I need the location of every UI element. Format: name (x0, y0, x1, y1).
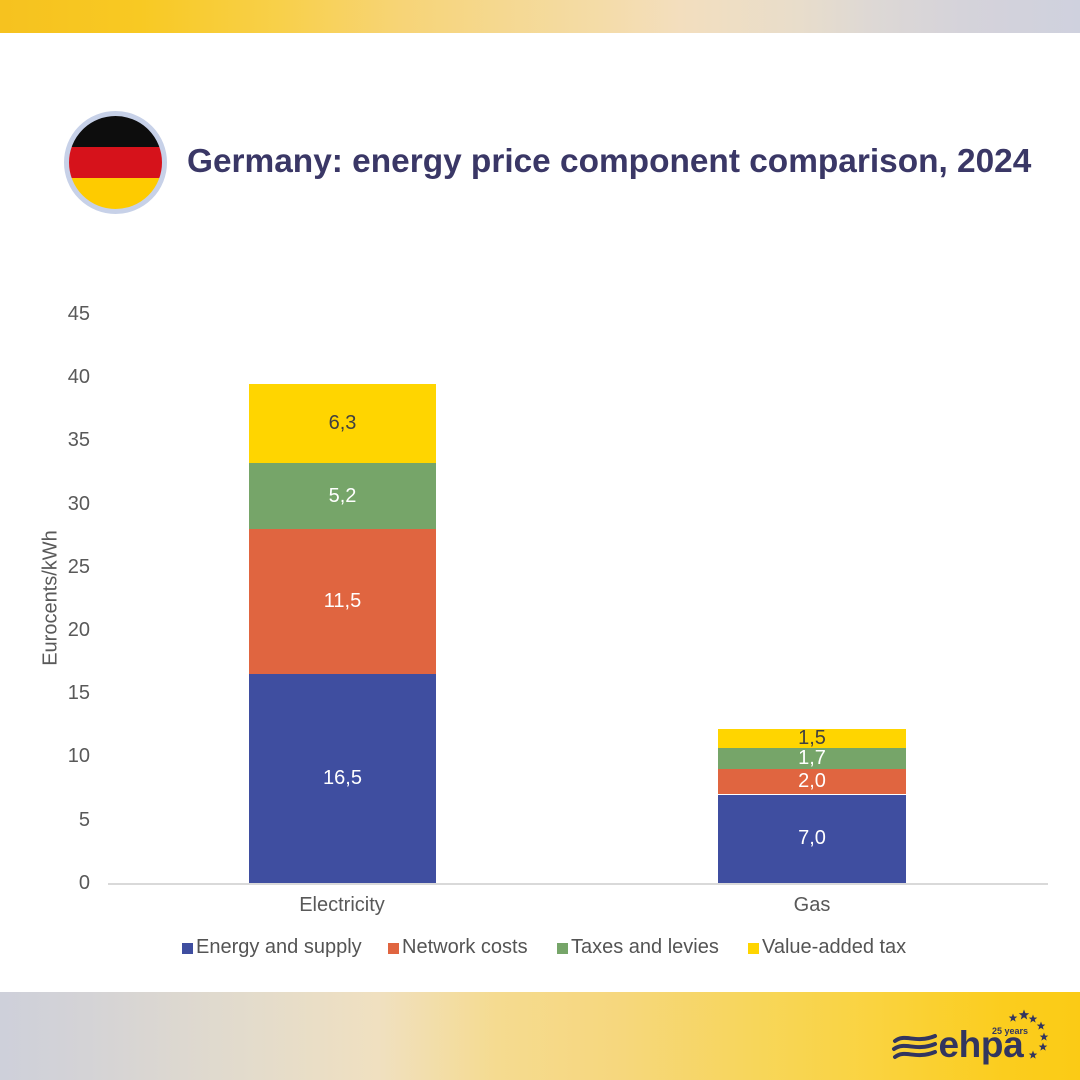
svg-text:ehpa: ehpa (939, 1024, 1025, 1065)
svg-text:25 years: 25 years (992, 1026, 1028, 1036)
